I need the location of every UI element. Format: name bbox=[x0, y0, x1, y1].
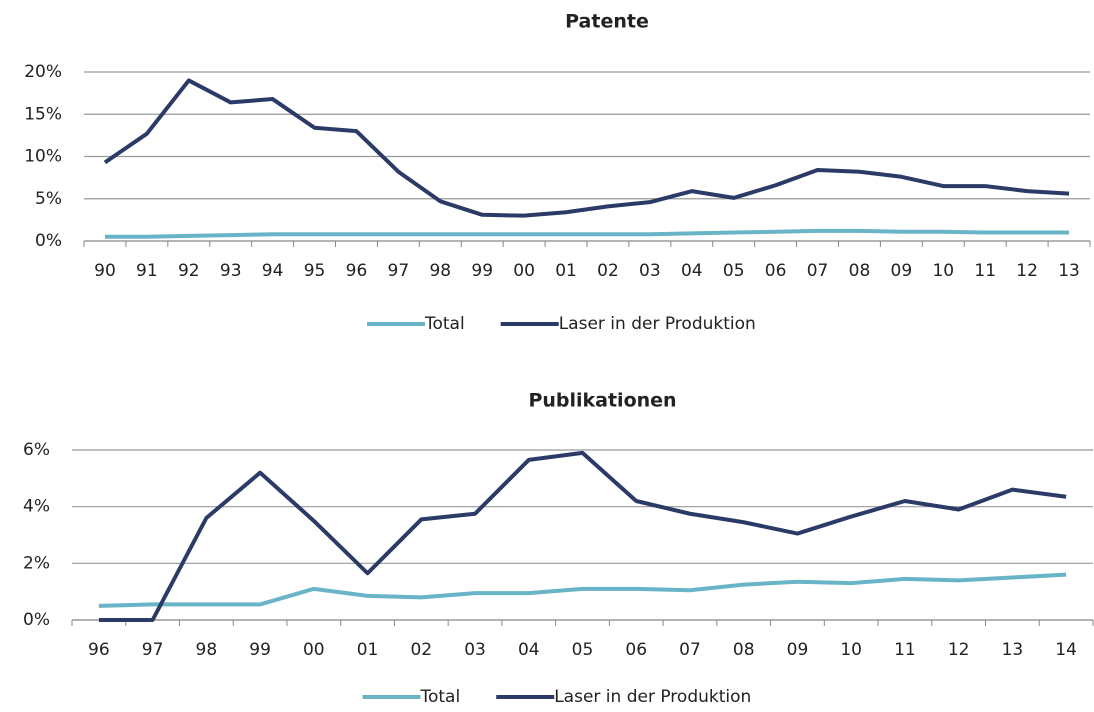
series-line bbox=[98, 450, 1067, 622]
x-tick-label: 01 bbox=[357, 640, 379, 660]
legend-label: Laser in der Produktion bbox=[554, 687, 751, 707]
y-tick-label: 0% bbox=[23, 610, 50, 630]
x-tick-label: 96 bbox=[346, 261, 368, 281]
chart-title: Publikationen bbox=[528, 390, 676, 412]
series-line bbox=[103, 78, 1070, 218]
y-tick-label: 4% bbox=[23, 497, 50, 517]
x-tick-label: 11 bbox=[974, 261, 996, 281]
x-tick-label: 98 bbox=[196, 640, 218, 660]
legend-label: Total bbox=[424, 314, 465, 334]
x-tick-label: 07 bbox=[807, 261, 829, 281]
x-tick-label: 06 bbox=[625, 640, 647, 660]
chart-title: Patente bbox=[565, 11, 649, 33]
x-tick-label: 12 bbox=[1016, 261, 1038, 281]
x-tick-label: 13 bbox=[1002, 640, 1024, 660]
x-tick-label: 06 bbox=[765, 261, 787, 281]
y-tick-label: 5% bbox=[35, 189, 62, 209]
x-tick-label: 91 bbox=[136, 261, 158, 281]
x-tick-label: 03 bbox=[464, 640, 486, 660]
x-tick-label: 12 bbox=[948, 640, 970, 660]
y-tick-label: 10% bbox=[24, 147, 62, 167]
series-line bbox=[104, 228, 1070, 239]
x-tick-label: 09 bbox=[891, 261, 913, 281]
x-tick-label: 99 bbox=[471, 261, 493, 281]
x-tick-label: 97 bbox=[388, 261, 410, 281]
x-tick-label: 00 bbox=[513, 261, 535, 281]
y-tick-label: 15% bbox=[24, 104, 62, 124]
x-tick-label: 05 bbox=[572, 640, 594, 660]
x-tick-label: 10 bbox=[932, 261, 954, 281]
x-tick-label: 95 bbox=[304, 261, 326, 281]
x-tick-label: 02 bbox=[410, 640, 432, 660]
x-tick-label: 05 bbox=[723, 261, 745, 281]
x-tick-label: 01 bbox=[555, 261, 577, 281]
legend-label: Total bbox=[420, 687, 461, 707]
x-tick-label: 08 bbox=[849, 261, 871, 281]
x-tick-label: 00 bbox=[303, 640, 325, 660]
x-tick-label: 11 bbox=[894, 640, 916, 660]
legend-label: Laser in der Produktion bbox=[559, 314, 756, 334]
x-tick-label: 04 bbox=[681, 261, 703, 281]
y-tick-label: 6% bbox=[23, 440, 50, 460]
x-tick-label: 98 bbox=[429, 261, 451, 281]
x-tick-label: 07 bbox=[679, 640, 701, 660]
x-tick-label: 02 bbox=[597, 261, 619, 281]
x-tick-label: 90 bbox=[94, 261, 116, 281]
x-tick-label: 14 bbox=[1055, 640, 1077, 660]
x-tick-label: 94 bbox=[262, 261, 284, 281]
series-line bbox=[98, 572, 1067, 608]
x-tick-label: 99 bbox=[249, 640, 271, 660]
x-tick-label: 13 bbox=[1058, 261, 1080, 281]
y-tick-label: 0% bbox=[35, 231, 62, 251]
x-tick-label: 97 bbox=[142, 640, 164, 660]
x-tick-label: 92 bbox=[178, 261, 200, 281]
x-tick-label: 08 bbox=[733, 640, 755, 660]
x-tick-label: 04 bbox=[518, 640, 540, 660]
x-tick-label: 96 bbox=[88, 640, 110, 660]
x-tick-label: 10 bbox=[840, 640, 862, 660]
x-tick-label: 09 bbox=[787, 640, 809, 660]
x-tick-label: 93 bbox=[220, 261, 242, 281]
y-tick-label: 2% bbox=[23, 553, 50, 573]
x-tick-label: 03 bbox=[639, 261, 661, 281]
y-tick-label: 20% bbox=[24, 62, 62, 82]
